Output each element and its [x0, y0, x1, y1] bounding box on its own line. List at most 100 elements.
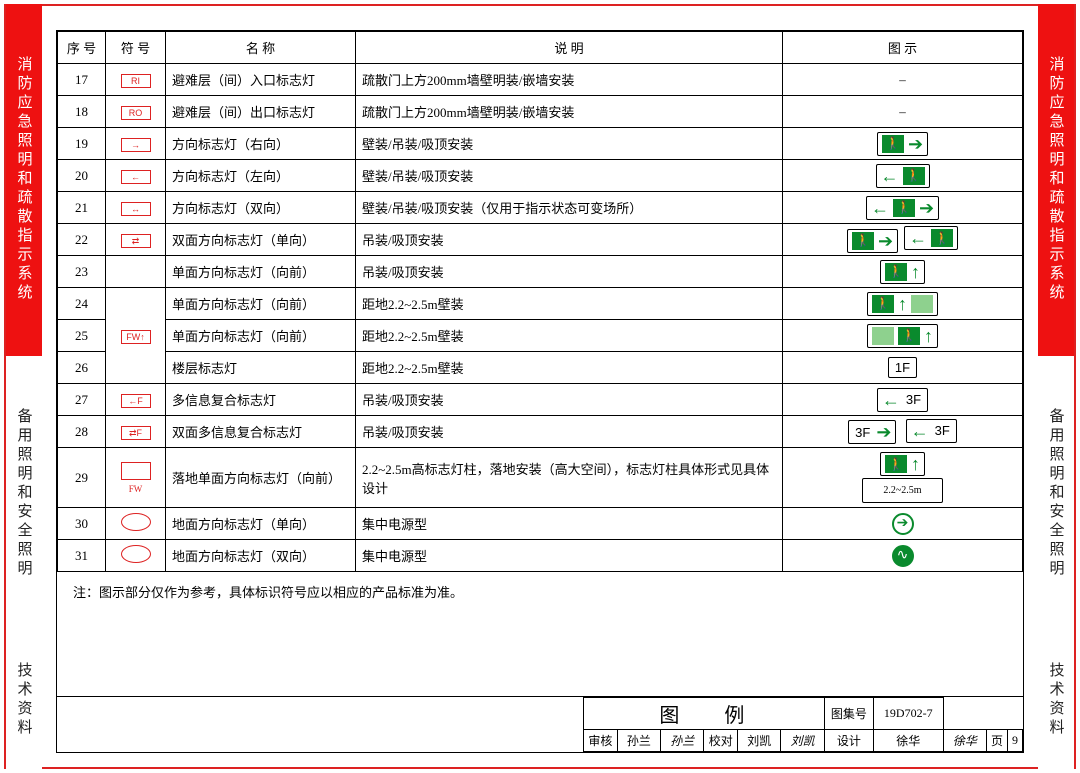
col-icon: 图 示: [783, 32, 1023, 64]
cell-desc: 距地2.2~2.5m壁装: [356, 288, 783, 320]
cell-sym: FW↑: [106, 288, 166, 384]
cell-icon: 1F: [783, 352, 1023, 384]
cell-icon: ∿: [783, 540, 1023, 572]
tb-set-label: 图集号: [824, 698, 873, 730]
tb-sign: 孙兰: [661, 730, 704, 752]
cell-desc: 壁装/吊装/吸顶安装: [356, 128, 783, 160]
cell-icon: 🚶↑: [783, 288, 1023, 320]
cell-icon: ➔: [783, 508, 1023, 540]
left-banner: 消防应急照明和疏散指示系统 备用照明和安全照明 技术资料: [6, 4, 42, 769]
cell-seq: 17: [58, 64, 106, 96]
table-row: 22⇄双面方向标志灯（单向）吊装/吸顶安装🚶➔←🚶: [58, 224, 1023, 256]
cell-desc: 吊装/吸顶安装: [356, 256, 783, 288]
right-banner: 消防应急照明和疏散指示系统 备用照明和安全照明 技术资料: [1038, 4, 1074, 769]
cell-sym: ⇄F: [106, 416, 166, 448]
side-text-2r: 备用照明和安全照明: [1046, 408, 1067, 579]
cell-sym: RI: [106, 64, 166, 96]
cell-desc: 壁装/吊装/吸顶安装（仅用于指示状态可变场所）: [356, 192, 783, 224]
cell-icon: 3F➔ ←3F: [783, 416, 1023, 448]
cell-seq: 27: [58, 384, 106, 416]
cell-icon: ←3F: [783, 384, 1023, 416]
table-row: 23单面方向标志灯（向前）吊装/吸顶安装🚶↑: [58, 256, 1023, 288]
cell-seq: 29: [58, 448, 106, 508]
col-name: 名 称: [166, 32, 356, 64]
cell-icon: ←🚶: [783, 160, 1023, 192]
table-row: 21↔方向标志灯（双向）壁装/吊装/吸顶安装（仅用于指示状态可变场所）←🚶➔: [58, 192, 1023, 224]
cell-name: 单面方向标志灯（向前）: [166, 256, 356, 288]
footnote: 注：图示部分仅作为参考，具体标识符号应以相应的产品标准为准。: [57, 572, 1023, 611]
tb-label: 审核: [584, 730, 618, 752]
cell-sym: →: [106, 128, 166, 160]
cell-sym: ←F: [106, 384, 166, 416]
tb-name: 徐华: [874, 730, 944, 752]
cell-sym: ↔: [106, 192, 166, 224]
cell-desc: 壁装/吊装/吸顶安装: [356, 160, 783, 192]
cell-sym: ⇄: [106, 224, 166, 256]
side-text-2: 备用照明和安全照明: [14, 408, 35, 579]
cell-sym: ←: [106, 160, 166, 192]
tb-pg-val: 9: [1008, 730, 1023, 752]
table-row: 30 地面方向标志灯（单向）集中电源型➔: [58, 508, 1023, 540]
cell-name: 地面方向标志灯（单向）: [166, 508, 356, 540]
drawing-sheet: 序 号 符 号 名 称 说 明 图 示 17RI避难层（间）入口标志灯疏散门上方…: [56, 30, 1024, 753]
cell-seq: 18: [58, 96, 106, 128]
cell-seq: 30: [58, 508, 106, 540]
table-row: 17RI避难层（间）入口标志灯疏散门上方200mm墙壁明装/嵌墙安装–: [58, 64, 1023, 96]
cell-desc: 吊装/吸顶安装: [356, 416, 783, 448]
tb-label: 校对: [704, 730, 738, 752]
side-text-3: 技术资料: [14, 662, 35, 738]
table-row: 27←F多信息复合标志灯吊装/吸顶安装←3F: [58, 384, 1023, 416]
side-text-3r: 技术资料: [1046, 662, 1067, 738]
cell-sym: RO: [106, 96, 166, 128]
cell-name: 避难层（间）出口标志灯: [166, 96, 356, 128]
cell-seq: 23: [58, 256, 106, 288]
cell-name: 双面方向标志灯（单向）: [166, 224, 356, 256]
tb-pg-label: 页: [986, 730, 1007, 752]
cell-name: 方向标志灯（左向）: [166, 160, 356, 192]
cell-desc: 疏散门上方200mm墙壁明装/嵌墙安装: [356, 64, 783, 96]
cell-sym: [106, 508, 166, 540]
cell-sym: [106, 540, 166, 572]
cell-seq: 20: [58, 160, 106, 192]
cell-icon: –: [783, 96, 1023, 128]
cell-seq: 19: [58, 128, 106, 160]
table-row: 26 楼层标志灯距地2.2~2.5m壁装1F: [58, 352, 1023, 384]
tb-sign: 徐华: [943, 730, 986, 752]
tb-title: 图 例: [584, 698, 825, 730]
cell-sym: [106, 256, 166, 288]
cell-desc: 距地2.2~2.5m壁装: [356, 352, 783, 384]
cell-seq: 25: [58, 320, 106, 352]
cell-desc: 集中电源型: [356, 508, 783, 540]
table-row: 31地面方向标志灯（双向）集中电源型∿: [58, 540, 1023, 572]
tb-label: 设计: [824, 730, 873, 752]
cell-desc: 吊装/吸顶安装: [356, 384, 783, 416]
legend-table: 序 号 符 号 名 称 说 明 图 示 17RI避难层（间）入口标志灯疏散门上方…: [57, 31, 1023, 572]
tb-name: 刘凯: [738, 730, 781, 752]
cell-seq: 21: [58, 192, 106, 224]
cell-icon: 🚶➔←🚶: [783, 224, 1023, 256]
table-row: 24FW↑单面方向标志灯（向前）距地2.2~2.5m壁装🚶↑: [58, 288, 1023, 320]
cell-desc: 距地2.2~2.5m壁装: [356, 320, 783, 352]
tb-sign: 刘凯: [781, 730, 824, 752]
cell-desc: 疏散门上方200mm墙壁明装/嵌墙安装: [356, 96, 783, 128]
cell-seq: 22: [58, 224, 106, 256]
col-sym: 符 号: [106, 32, 166, 64]
cell-icon: 🚶↑: [783, 320, 1023, 352]
side-text-1: 消防应急照明和疏散指示系统: [14, 56, 35, 303]
cell-name: 落地单面方向标志灯（向前）: [166, 448, 356, 508]
cell-icon: 🚶↑ 2.2~2.5m: [783, 448, 1023, 508]
cell-desc: 吊装/吸顶安装: [356, 224, 783, 256]
cell-name: 避难层（间）入口标志灯: [166, 64, 356, 96]
cell-icon: –: [783, 64, 1023, 96]
cell-name: 多信息复合标志灯: [166, 384, 356, 416]
cell-desc: 2.2~2.5m高标志灯柱，落地安装（高大空间），标志灯柱具体形式见具体设计: [356, 448, 783, 508]
cell-name: 单面方向标志灯（向前）: [166, 320, 356, 352]
cell-name: 双面多信息复合标志灯: [166, 416, 356, 448]
cell-name: 地面方向标志灯（双向）: [166, 540, 356, 572]
cell-name: 单面方向标志灯（向前）: [166, 288, 356, 320]
cell-name: 楼层标志灯: [166, 352, 356, 384]
table-row: 18RO避难层（间）出口标志灯疏散门上方200mm墙壁明装/嵌墙安装–: [58, 96, 1023, 128]
cell-name: 方向标志灯（双向）: [166, 192, 356, 224]
cell-name: 方向标志灯（右向）: [166, 128, 356, 160]
cell-seq: 26: [58, 352, 106, 384]
